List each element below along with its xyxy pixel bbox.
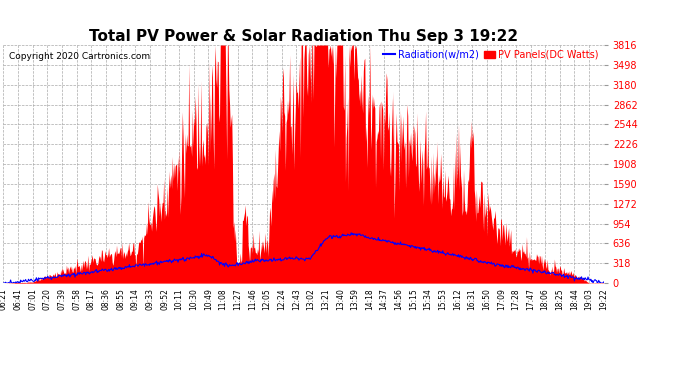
Title: Total PV Power & Solar Radiation Thu Sep 3 19:22: Total PV Power & Solar Radiation Thu Sep… — [89, 29, 518, 44]
Text: Copyright 2020 Cartronics.com: Copyright 2020 Cartronics.com — [10, 52, 150, 61]
Legend: Radiation(w/m2), PV Panels(DC Watts): Radiation(w/m2), PV Panels(DC Watts) — [384, 50, 599, 60]
